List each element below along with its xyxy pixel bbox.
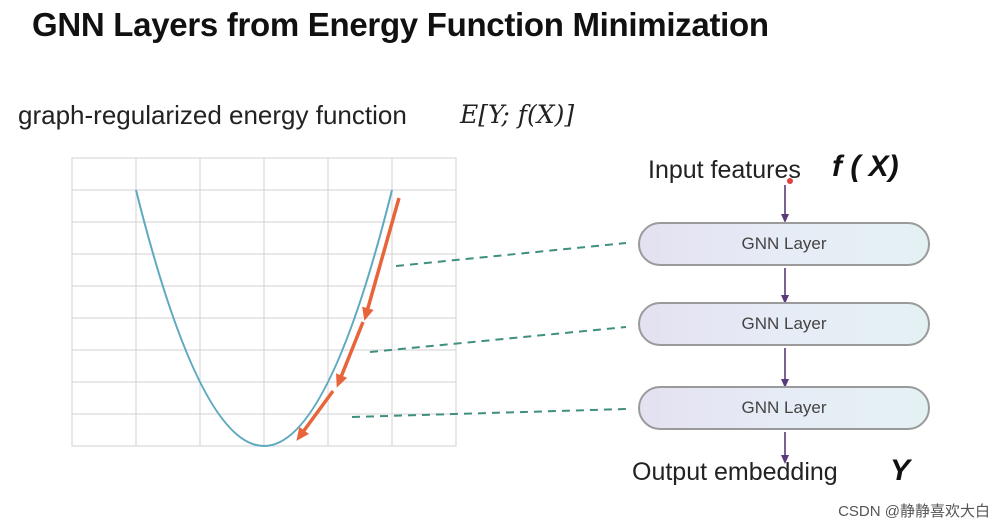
descent-arrows [296, 197, 401, 441]
input-features-label: Input features [648, 156, 801, 184]
slide-title: GNN Layers from Energy Function Minimiza… [32, 6, 769, 43]
gnn-layer-label: GNN Layer [741, 234, 827, 253]
descent-arrow-3 [296, 389, 335, 441]
input-features-math: f ( X) [832, 150, 899, 183]
gnn-layer-label: GNN Layer [741, 398, 827, 417]
energy-formula: E[Y; f(X)] [460, 100, 575, 129]
descent-arrow-1 [362, 197, 401, 321]
energy-curve [135, 189, 393, 447]
connector-layer-2 [369, 326, 627, 353]
layer-connectors [351, 242, 627, 418]
watermark: CSDN @静静喜欢大白 [838, 503, 990, 520]
gnn-layer-box: GNN Layer [638, 386, 930, 430]
cursor-dot [787, 178, 793, 184]
output-embedding-label: Output embedding [632, 458, 838, 486]
connector-layer-1 [395, 242, 627, 267]
gnn-layer-box: GNN Layer [638, 222, 930, 266]
energy-function-label: graph-regularized energy function [18, 100, 407, 130]
connector-layer-3 [351, 408, 627, 418]
descent-arrow-2 [336, 321, 365, 388]
gnn-layer-label: GNN Layer [741, 314, 827, 333]
output-embedding-math: Y [890, 454, 911, 487]
gnn-layer-box: GNN Layer [638, 302, 930, 346]
